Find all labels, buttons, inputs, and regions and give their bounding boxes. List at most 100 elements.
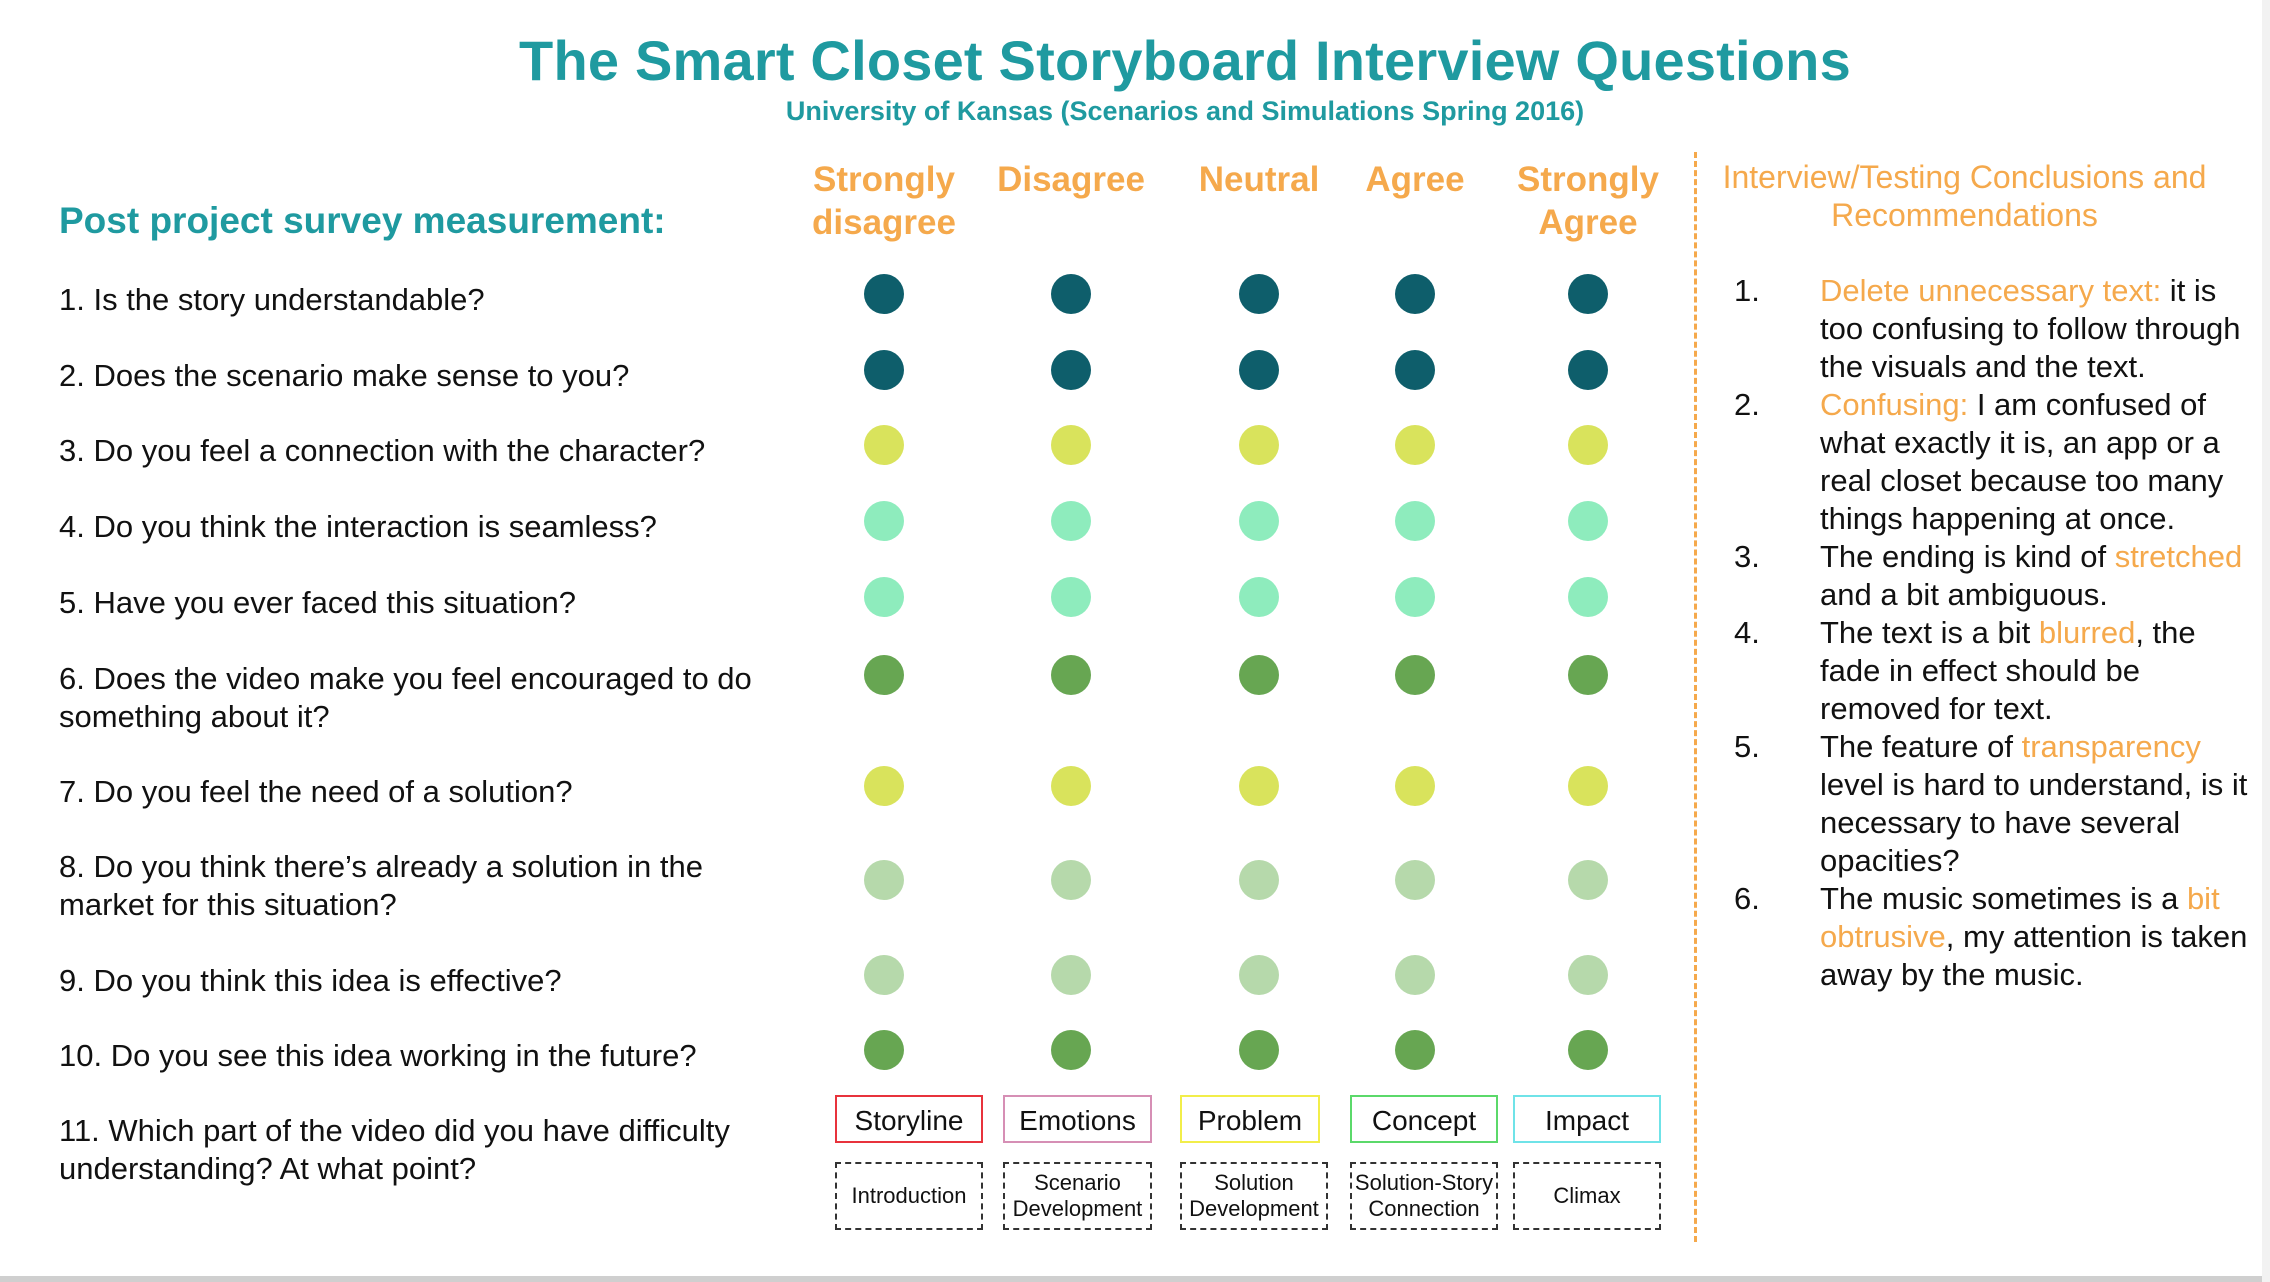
- conclusion-item-4: 4. The text is a bit blurred, the fade in…: [1734, 614, 2254, 728]
- conclusion-item-5: 5. The feature of transparency level is h…: [1734, 728, 2254, 880]
- rating-dot-q3-3[interactable]: [1239, 425, 1279, 465]
- conclusion-text: , my attention is taken away by the musi…: [1820, 919, 2248, 992]
- conclusion-number: 1.: [1734, 273, 1760, 308]
- rating-dot-q9-4[interactable]: [1395, 955, 1435, 995]
- scale-header-line2: disagree: [812, 203, 956, 242]
- scale-header-line1: Disagree: [997, 160, 1145, 199]
- scale-header-line1: Strongly: [1517, 160, 1659, 199]
- rating-dot-q8-3[interactable]: [1239, 860, 1279, 900]
- conclusion-text: , the fade in effect should be removed f…: [1820, 615, 2196, 726]
- rating-dot-q3-5[interactable]: [1568, 425, 1608, 465]
- section-divider: [1694, 152, 1697, 1242]
- scale-header-5: Strongly Agree: [1478, 158, 1698, 244]
- rating-dot-q7-1[interactable]: [864, 766, 904, 806]
- rating-dot-q8-2[interactable]: [1051, 860, 1091, 900]
- rating-dot-q6-2[interactable]: [1051, 655, 1091, 695]
- conclusion-number: 2.: [1734, 387, 1760, 422]
- rating-dot-q1-2[interactable]: [1051, 274, 1091, 314]
- scale-header-line1: Neutral: [1198, 160, 1320, 199]
- part-sub-label: Solution-Story Connection: [1354, 1170, 1494, 1221]
- conclusion-item-1: 1. Delete unnecessary text: it is too con…: [1734, 272, 2254, 386]
- conclusion-text: and a bit ambiguous.: [1820, 577, 2108, 612]
- rating-dot-q3-1[interactable]: [864, 425, 904, 465]
- question-3: 3. Do you feel a connection with the cha…: [59, 433, 706, 468]
- question-7: 7. Do you feel the need of a solution?: [59, 774, 573, 809]
- question-10: 10. Do you see this idea working in the …: [59, 1038, 697, 1073]
- part-sub-emotions: Scenario Development: [1003, 1162, 1152, 1230]
- conclusion-number: 4.: [1734, 615, 1760, 650]
- rating-dot-q4-1[interactable]: [864, 501, 904, 541]
- part-sub-storyline: Introduction: [835, 1162, 983, 1230]
- rating-dot-q6-4[interactable]: [1395, 655, 1435, 695]
- rating-dot-q3-4[interactable]: [1395, 425, 1435, 465]
- conclusion-keyword: Delete unnecessary text:: [1820, 273, 2162, 308]
- rating-dot-q10-5[interactable]: [1568, 1030, 1608, 1070]
- rating-dot-q10-1[interactable]: [864, 1030, 904, 1070]
- conclusion-keyword: stretched: [2114, 539, 2243, 574]
- rating-dot-q7-5[interactable]: [1568, 766, 1608, 806]
- rating-dot-q4-5[interactable]: [1568, 501, 1608, 541]
- rating-dot-q9-1[interactable]: [864, 955, 904, 995]
- question-2: 2. Does the scenario make sense to you?: [59, 358, 630, 393]
- rating-dot-q6-3[interactable]: [1239, 655, 1279, 695]
- scale-header-2: Disagree: [961, 158, 1181, 201]
- bottom-border: [0, 1276, 2270, 1282]
- part-label-concept: Concept: [1350, 1095, 1498, 1143]
- conclusions-list: 1. Delete unnecessary text: it is too con…: [1734, 272, 2254, 994]
- rating-dot-q5-5[interactable]: [1568, 577, 1608, 617]
- rating-dot-q7-3[interactable]: [1239, 766, 1279, 806]
- question-5: 5. Have you ever faced this situation?: [59, 585, 576, 620]
- rating-dot-q10-4[interactable]: [1395, 1030, 1435, 1070]
- part-label-emotions: Emotions: [1003, 1095, 1152, 1143]
- conclusions-heading: Interview/Testing Conclusions and Recomm…: [1722, 159, 2207, 233]
- part-sub-label: Climax: [1553, 1183, 1621, 1208]
- rating-dot-q9-2[interactable]: [1051, 955, 1091, 995]
- rating-dot-q4-2[interactable]: [1051, 501, 1091, 541]
- rating-dot-q9-3[interactable]: [1239, 955, 1279, 995]
- rating-dot-q4-3[interactable]: [1239, 501, 1279, 541]
- rating-dot-q5-2[interactable]: [1051, 577, 1091, 617]
- conclusion-keyword: Confusing:: [1820, 387, 1969, 422]
- rating-dot-q7-2[interactable]: [1051, 766, 1091, 806]
- rating-dot-q2-4[interactable]: [1395, 350, 1435, 390]
- rating-dot-q7-4[interactable]: [1395, 766, 1435, 806]
- rating-dot-q3-2[interactable]: [1051, 425, 1091, 465]
- rating-dot-q1-4[interactable]: [1395, 274, 1435, 314]
- rating-dot-q5-4[interactable]: [1395, 577, 1435, 617]
- part-sub-impact: Climax: [1513, 1162, 1661, 1230]
- scale-header-4: Agree: [1305, 158, 1525, 201]
- rating-dot-q2-2[interactable]: [1051, 350, 1091, 390]
- page-subtitle: University of Kansas (Scenarios and Simu…: [785, 96, 1585, 126]
- question-8: 8. Do you think there’s already a soluti…: [59, 849, 703, 922]
- question-4: 4. Do you think the interaction is seaml…: [59, 509, 657, 544]
- part-sub-label: Scenario Development: [1012, 1170, 1143, 1221]
- rating-dot-q2-3[interactable]: [1239, 350, 1279, 390]
- conclusion-text: The text is a bit: [1820, 615, 2039, 650]
- conclusion-keyword: transparency: [2021, 729, 2201, 764]
- rating-dot-q1-1[interactable]: [864, 274, 904, 314]
- conclusion-item-2: 2. Confusing: I am confused of what exact…: [1734, 386, 2254, 538]
- rating-dot-q8-1[interactable]: [864, 860, 904, 900]
- rating-dot-q1-5[interactable]: [1568, 274, 1608, 314]
- conclusion-keyword: blurred: [2038, 615, 2136, 650]
- rating-dot-q8-4[interactable]: [1395, 860, 1435, 900]
- rating-dot-q2-5[interactable]: [1568, 350, 1608, 390]
- conclusion-text: The feature of: [1820, 729, 2022, 764]
- part-label-impact: Impact: [1513, 1095, 1661, 1143]
- rating-dot-q1-3[interactable]: [1239, 274, 1279, 314]
- rating-dot-q10-3[interactable]: [1239, 1030, 1279, 1070]
- page-title: The Smart Closet Storyboard Interview Qu…: [519, 29, 1851, 92]
- rating-dot-q2-1[interactable]: [864, 350, 904, 390]
- right-border: [2262, 0, 2270, 1282]
- rating-dot-q4-4[interactable]: [1395, 501, 1435, 541]
- rating-dot-q8-5[interactable]: [1568, 860, 1608, 900]
- scale-header-line1: Agree: [1365, 160, 1465, 199]
- conclusion-number: 6.: [1734, 881, 1760, 916]
- rating-dot-q9-5[interactable]: [1568, 955, 1608, 995]
- rating-dot-q6-1[interactable]: [864, 655, 904, 695]
- rating-dot-q5-1[interactable]: [864, 577, 904, 617]
- rating-dot-q6-5[interactable]: [1568, 655, 1608, 695]
- rating-dot-q10-2[interactable]: [1051, 1030, 1091, 1070]
- part-sub-problem: Solution Development: [1180, 1162, 1328, 1230]
- rating-dot-q5-3[interactable]: [1239, 577, 1279, 617]
